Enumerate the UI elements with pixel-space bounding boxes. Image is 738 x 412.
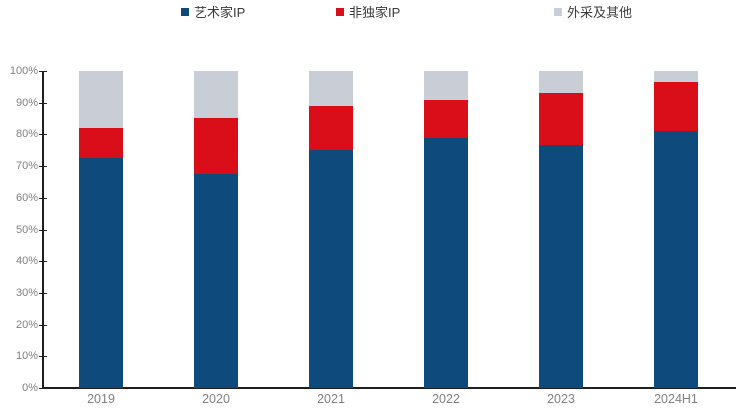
bar-segment xyxy=(79,127,123,158)
bar-segment xyxy=(309,105,353,151)
x-axis-tick-label: 2020 xyxy=(202,392,230,406)
bar-2020 xyxy=(194,71,238,388)
x-axis-tick-label: 2022 xyxy=(432,392,460,406)
legend-label: 非独家IP xyxy=(349,5,401,20)
y-axis-tick-label: 20% xyxy=(15,318,38,331)
bar-2019 xyxy=(79,71,123,388)
bar-2024H1 xyxy=(654,71,698,388)
legend-item: 外采及其他 xyxy=(554,2,632,21)
bar-segment xyxy=(654,82,698,131)
y-axis-tick-mark xyxy=(39,356,47,357)
bar-segment xyxy=(539,71,583,93)
y-axis-tick-label: 40% xyxy=(15,255,38,268)
y-axis-tick-label: 30% xyxy=(15,286,38,299)
y-axis-tick-mark xyxy=(39,325,47,326)
bar-segment xyxy=(194,174,238,388)
y-axis-tick-mark xyxy=(39,261,47,262)
bar-segment xyxy=(539,92,583,146)
legend-label: 艺术家IP xyxy=(194,5,246,20)
y-axis-tick-mark xyxy=(39,388,47,389)
bar-segment xyxy=(654,130,698,388)
bar-segment xyxy=(309,150,353,388)
y-axis-tick-label: 50% xyxy=(15,223,38,236)
bar-segment xyxy=(539,145,583,388)
y-axis-tick-label: 60% xyxy=(15,191,38,204)
bar-segment xyxy=(424,99,468,139)
bar-segment xyxy=(424,138,468,388)
legend-item: 非独家IP xyxy=(336,2,400,21)
x-axis-line xyxy=(42,387,736,389)
y-axis-tick-label: 90% xyxy=(15,96,38,109)
x-axis-tick-label: 2019 xyxy=(87,392,115,406)
legend-swatch-icon xyxy=(554,8,562,16)
y-axis-tick-label: 0% xyxy=(22,382,38,394)
bar-segment xyxy=(194,117,238,175)
y-axis-tick-mark xyxy=(39,103,47,104)
y-axis-tick-label: 10% xyxy=(15,350,38,363)
bar-2023 xyxy=(539,71,583,388)
bar-segment xyxy=(79,157,123,388)
y-axis-tick-mark xyxy=(39,134,47,135)
x-axis-tick-label: 2023 xyxy=(547,392,575,406)
x-axis-tick-label: 2024H1 xyxy=(654,392,698,406)
bar-segment xyxy=(79,71,123,128)
legend-swatch-icon xyxy=(181,8,189,16)
x-axis-tick-label: 2021 xyxy=(317,392,345,406)
legend-label: 外采及其他 xyxy=(567,5,633,20)
y-axis-tick-mark xyxy=(39,198,47,199)
y-axis-tick-mark xyxy=(39,230,47,231)
legend-swatch-icon xyxy=(336,8,344,16)
y-axis-tick-mark xyxy=(39,293,47,294)
bar-segment xyxy=(309,71,353,106)
bar-segment xyxy=(654,71,698,83)
y-axis-tick-label: 80% xyxy=(15,128,38,141)
y-axis-tick-mark xyxy=(39,71,47,72)
legend-item: 艺术家IP xyxy=(181,2,245,21)
bar-segment xyxy=(194,71,238,118)
bar-segment xyxy=(424,71,468,100)
bar-2022 xyxy=(424,71,468,388)
y-axis-tick-label: 70% xyxy=(15,160,38,173)
y-axis-tick-label: 100% xyxy=(9,65,38,77)
bar-2021 xyxy=(309,71,353,388)
y-axis-tick-mark xyxy=(39,166,47,167)
y-axis-line xyxy=(42,71,44,388)
